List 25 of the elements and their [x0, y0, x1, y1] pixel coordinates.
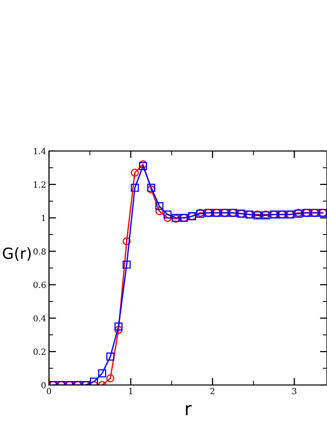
point — [122, 237, 131, 246]
x-axis-title: r — [186, 405, 192, 416]
y-tick-label: 0.2 — [34, 348, 46, 355]
y-tick-label: 0.8 — [34, 248, 46, 255]
x-tick-label: 3 — [292, 388, 296, 394]
point — [155, 207, 164, 216]
point — [114, 322, 123, 331]
y-tick-label: 1 — [42, 214, 46, 222]
point — [130, 168, 139, 177]
point — [155, 202, 164, 210]
x-tick-label: 2 — [210, 388, 214, 394]
point — [164, 210, 172, 219]
point — [130, 184, 139, 192]
y-axis-title: G(r) — [2, 247, 31, 261]
y-tick-label: 0.6 — [34, 282, 46, 288]
y-tick-label: 1.4 — [34, 148, 46, 154]
point — [122, 260, 131, 269]
point — [114, 326, 123, 334]
point — [164, 214, 172, 222]
point — [90, 378, 98, 385]
x-tick-label: 1 — [129, 388, 132, 394]
y-tick-label: 0 — [41, 382, 46, 388]
y-tick-label: 0.4 — [34, 315, 46, 322]
y-tick-label: 1.2 — [34, 181, 46, 188]
x-tick-label: 0 — [46, 388, 52, 394]
